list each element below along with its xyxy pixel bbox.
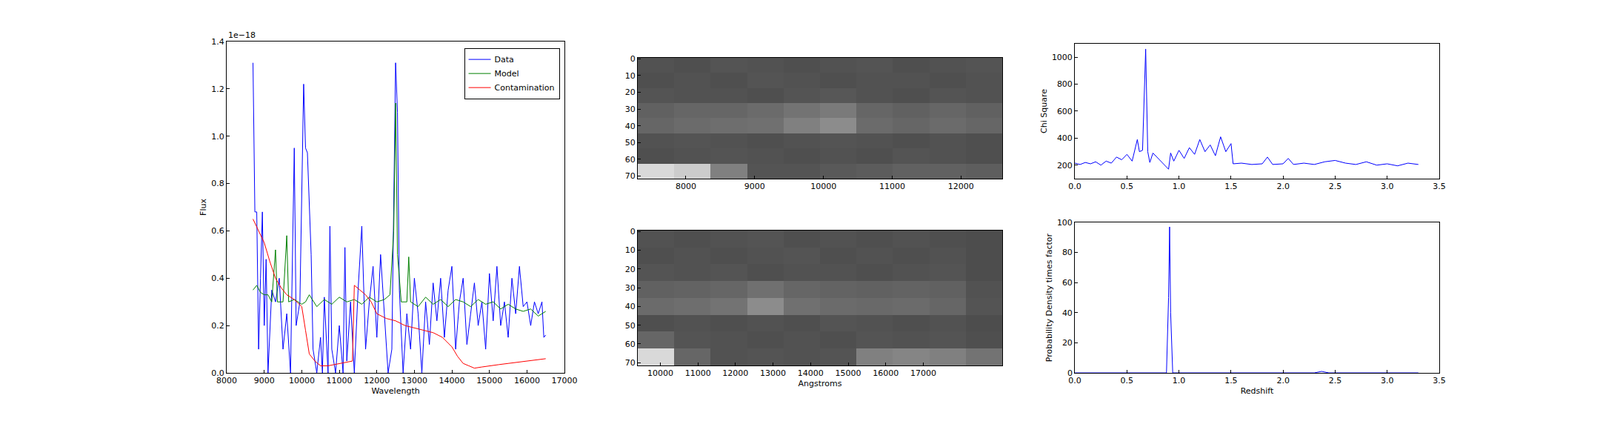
svg-text:17000: 17000 [551,375,578,386]
svg-text:1.0: 1.0 [1172,375,1186,386]
svg-text:40: 40 [1062,308,1073,318]
svg-text:70: 70 [625,357,636,368]
svg-text:50: 50 [625,137,636,148]
svg-text:0: 0 [630,226,636,237]
svg-text:12000: 12000 [363,375,390,386]
svg-text:Wavelength: Wavelength [371,385,420,396]
svg-text:16000: 16000 [872,368,899,378]
svg-text:8000: 8000 [216,375,238,386]
svg-text:9000: 9000 [744,181,766,192]
svg-text:Flux: Flux [198,198,209,216]
svg-text:14000: 14000 [439,375,466,386]
svg-text:2.5: 2.5 [1328,375,1343,386]
svg-text:2.0: 2.0 [1276,181,1290,192]
svg-text:40: 40 [625,301,636,312]
svg-text:800: 800 [1057,79,1073,89]
svg-text:17000: 17000 [910,368,937,378]
svg-text:16000: 16000 [514,375,540,386]
svg-text:15000: 15000 [835,368,862,378]
svg-text:60: 60 [625,339,636,349]
svg-text:0.0: 0.0 [1068,375,1082,386]
svg-text:0: 0 [1067,368,1073,378]
svg-text:50: 50 [625,320,636,330]
svg-text:1000: 1000 [1051,52,1073,63]
svg-text:1.4: 1.4 [211,37,225,47]
svg-text:10000: 10000 [647,368,674,378]
svg-text:40: 40 [625,121,636,132]
svg-text:15000: 15000 [476,375,503,386]
svg-text:70: 70 [625,171,636,181]
svg-text:12000: 12000 [722,368,749,378]
svg-text:0.6: 0.6 [211,225,225,236]
svg-text:Contamination: Contamination [494,82,555,93]
svg-text:80: 80 [1062,247,1073,258]
svg-text:1.5: 1.5 [1224,181,1238,192]
svg-text:1.0: 1.0 [1172,181,1186,192]
svg-text:30: 30 [625,282,636,293]
svg-text:1e−18: 1e−18 [228,30,256,40]
svg-text:10: 10 [625,71,636,81]
svg-text:1.0: 1.0 [211,131,225,142]
svg-text:0.5: 0.5 [1120,181,1135,192]
svg-text:60: 60 [625,154,636,165]
svg-text:13000: 13000 [760,368,786,378]
svg-text:Model: Model [494,68,520,79]
svg-text:Angstroms: Angstroms [798,378,843,389]
svg-text:200: 200 [1057,160,1073,171]
svg-text:8000: 8000 [675,181,697,192]
svg-text:1.2: 1.2 [211,84,225,95]
svg-text:0.4: 0.4 [211,273,225,283]
svg-text:600: 600 [1057,106,1073,117]
svg-text:20: 20 [625,87,636,98]
svg-text:0.8: 0.8 [211,178,225,189]
svg-text:14000: 14000 [797,368,824,378]
svg-text:30: 30 [625,104,636,115]
svg-text:400: 400 [1057,133,1073,143]
svg-text:11000: 11000 [326,375,353,386]
svg-text:1.5: 1.5 [1224,375,1238,386]
svg-text:3.0: 3.0 [1380,375,1395,386]
svg-text:Redshift: Redshift [1240,385,1275,396]
svg-text:0.0: 0.0 [1068,181,1082,192]
svg-text:13000: 13000 [401,375,428,386]
svg-text:100: 100 [1057,217,1073,228]
svg-text:60: 60 [1062,277,1073,288]
svg-text:9000: 9000 [254,375,275,386]
svg-text:20: 20 [625,264,636,275]
svg-text:0.0: 0.0 [211,368,225,378]
svg-text:0.5: 0.5 [1120,375,1135,386]
svg-text:3.5: 3.5 [1432,181,1446,192]
svg-text:Probability Density times fact: Probability Density times factor [1044,232,1055,362]
svg-text:Chi Square: Chi Square [1039,88,1049,134]
svg-text:3.0: 3.0 [1380,181,1395,192]
svg-text:20: 20 [1062,337,1073,348]
svg-text:3.5: 3.5 [1432,375,1446,386]
svg-text:11000: 11000 [685,368,712,378]
svg-text:2.0: 2.0 [1276,375,1290,386]
svg-text:10000: 10000 [288,375,315,386]
svg-text:2.5: 2.5 [1328,181,1343,192]
svg-text:0.2: 0.2 [211,320,225,331]
svg-text:10: 10 [625,245,636,255]
svg-text:11000: 11000 [879,181,906,192]
svg-text:10000: 10000 [810,181,837,192]
svg-text:Data: Data [494,54,515,65]
svg-text:12000: 12000 [948,181,975,192]
svg-text:0: 0 [630,54,636,64]
